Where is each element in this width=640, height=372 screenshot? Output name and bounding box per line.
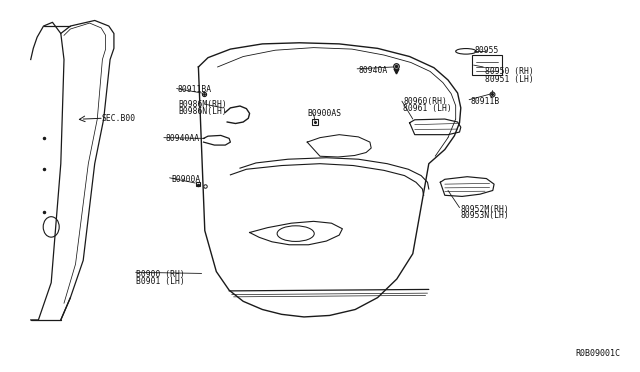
Text: 80953N(LH): 80953N(LH) <box>461 211 509 220</box>
Text: 80940A: 80940A <box>358 66 388 75</box>
Text: B0900AS: B0900AS <box>307 109 341 118</box>
FancyBboxPatch shape <box>472 55 502 75</box>
Text: 80961 (LH): 80961 (LH) <box>403 104 452 113</box>
Text: SEC.B00: SEC.B00 <box>101 114 135 123</box>
Text: 80911BA: 80911BA <box>178 85 212 94</box>
Text: 80951 (LH): 80951 (LH) <box>485 75 534 84</box>
Text: 80952M(RH): 80952M(RH) <box>461 205 509 214</box>
Text: 80911B: 80911B <box>470 97 500 106</box>
Text: 80940AA: 80940AA <box>165 134 199 143</box>
Text: 80950 (RH): 80950 (RH) <box>485 67 534 76</box>
Text: 80960(RH): 80960(RH) <box>403 97 447 106</box>
Text: B0900 (RH): B0900 (RH) <box>136 270 185 279</box>
Text: 80955: 80955 <box>475 46 499 55</box>
Text: B0986N(LH): B0986N(LH) <box>178 107 227 116</box>
Text: B0986M(RH): B0986M(RH) <box>178 100 227 109</box>
Text: B0900A: B0900A <box>172 175 201 184</box>
Text: B0901 (LH): B0901 (LH) <box>136 277 185 286</box>
Text: R0B09001C: R0B09001C <box>576 349 621 358</box>
